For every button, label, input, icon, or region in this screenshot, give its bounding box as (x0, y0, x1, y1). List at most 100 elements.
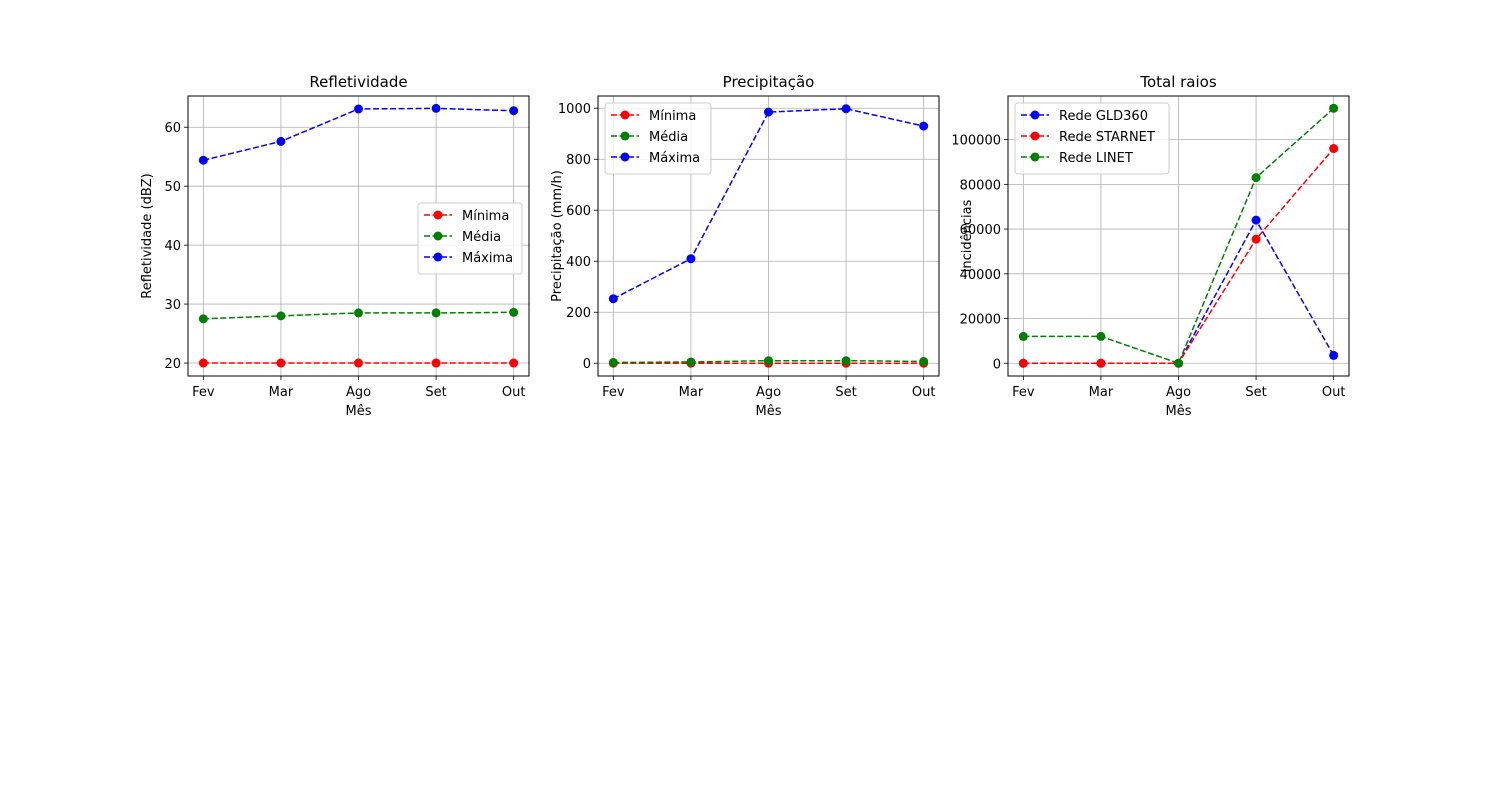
data-point (1018, 331, 1028, 341)
y-tick-label: 20 (164, 357, 181, 372)
data-point (431, 308, 441, 318)
y-tick-label: 800 (566, 153, 591, 168)
data-point (1096, 331, 1106, 341)
y-tick-label: 0 (993, 357, 1001, 372)
x-tick-label: Mar (269, 385, 294, 400)
chart-title: Total raios (1139, 73, 1217, 91)
data-point (1329, 103, 1339, 113)
chart-title: Precipitação (723, 73, 815, 91)
x-tick-label: Ago (756, 385, 781, 400)
legend-marker (620, 152, 630, 162)
data-point (919, 356, 929, 366)
data-point (431, 103, 441, 113)
data-point (608, 357, 618, 367)
legend-label: Média (649, 130, 688, 145)
data-point (198, 155, 208, 165)
y-tick-label: 30 (164, 298, 181, 313)
legend-label: Mínima (649, 109, 696, 124)
y-tick-label: 40 (164, 239, 181, 254)
y-tick-label: 200 (566, 306, 591, 321)
x-tick-label: Ago (346, 385, 371, 400)
legend-marker (1030, 110, 1040, 120)
x-tick-label: Fev (602, 385, 625, 400)
x-tick-label: Out (1322, 385, 1346, 400)
data-point (1251, 215, 1261, 225)
data-point (509, 358, 519, 368)
legend-marker (620, 110, 630, 120)
y-axis-label: Refletividade (dBZ) (140, 173, 155, 298)
legend: Mínima Média Máxima (604, 102, 712, 175)
data-point (1251, 234, 1261, 244)
chart-title: Refletividade (309, 73, 407, 91)
data-point (1018, 358, 1028, 368)
x-tick-label: Out (502, 385, 526, 400)
chart-panel-3: Fev Mar Ago Set Out 0 20000 40000 60000 80000 1000… (951, 73, 1350, 419)
chart-panel-1: Fev Mar Ago Set Out 20 30 40 50 60 Refletividade Mê… (140, 73, 530, 419)
data-point (841, 104, 851, 114)
y-tick-label: 80000 (960, 178, 1001, 193)
x-tick-label: Fev (1012, 385, 1035, 400)
x-tick-label: Fev (192, 385, 215, 400)
y-tick-label: 60 (164, 121, 181, 136)
series-line-3 (1023, 107, 1335, 365)
data-point (764, 107, 773, 117)
data-point (354, 308, 363, 318)
data-point (276, 358, 286, 368)
x-tick-label: Out (912, 385, 936, 400)
x-tick-label: Set (1245, 385, 1266, 400)
data-point (608, 294, 618, 304)
legend-label: Mínima (462, 209, 509, 224)
data-point (686, 357, 696, 367)
data-point (198, 358, 208, 368)
y-tick-label: 400 (566, 255, 591, 270)
y-tick-label: 20000 (960, 313, 1001, 328)
x-axis-label: Mês (1166, 404, 1192, 419)
data-point (509, 307, 519, 317)
y-tick-label: 50 (164, 180, 181, 195)
data-point (919, 121, 929, 131)
legend-marker (1030, 131, 1040, 141)
legend-label: Média (462, 230, 501, 245)
y-axis-label: Precipitação (mm/h) (550, 170, 565, 302)
data-point (431, 358, 441, 368)
chart-panel-2: Fev Mar Ago Set Out 0 200 400 600 800 1000 Precipit… (550, 73, 940, 419)
data-point (841, 356, 851, 366)
x-tick-label: Mar (1089, 385, 1114, 400)
data-point (276, 311, 286, 321)
data-point (354, 104, 363, 114)
legend-marker (433, 210, 443, 220)
y-tick-label: 600 (566, 204, 591, 219)
legend: Mínima Média Máxima (417, 202, 523, 275)
x-tick-label: Mar (679, 385, 704, 400)
data-point (1329, 144, 1339, 154)
y-tick-label: 100000 (951, 134, 1001, 149)
data-point (686, 254, 696, 264)
y-tick-label: 1000 (558, 102, 591, 117)
legend-marker (433, 231, 443, 241)
legend-label: Rede LINET (1059, 151, 1133, 166)
data-point (198, 314, 208, 324)
legend-label: Máxima (462, 251, 513, 266)
data-point (509, 106, 519, 116)
data-point (276, 136, 286, 146)
data-point (1174, 358, 1183, 368)
legend-marker (1030, 152, 1040, 162)
x-tick-label: Ago (1166, 385, 1191, 400)
data-point (764, 356, 773, 366)
legend-label: Rede STARNET (1059, 130, 1155, 145)
x-axis-label: Mês (756, 404, 782, 419)
series-line-3 (613, 107, 924, 300)
x-tick-label: Set (425, 385, 446, 400)
x-tick-label: Set (835, 385, 856, 400)
legend-label: Máxima (649, 151, 700, 166)
data-point (1096, 358, 1106, 368)
y-axis-label: Incidências (960, 199, 975, 272)
data-point (1329, 350, 1339, 360)
y-tick-label: 0 (583, 357, 591, 372)
data-point (1251, 173, 1261, 183)
data-point (354, 358, 363, 368)
legend-marker (433, 252, 443, 262)
legend: Rede GLD360 Rede STARNET Rede LINET (1014, 102, 1170, 175)
legend-marker (620, 131, 630, 141)
